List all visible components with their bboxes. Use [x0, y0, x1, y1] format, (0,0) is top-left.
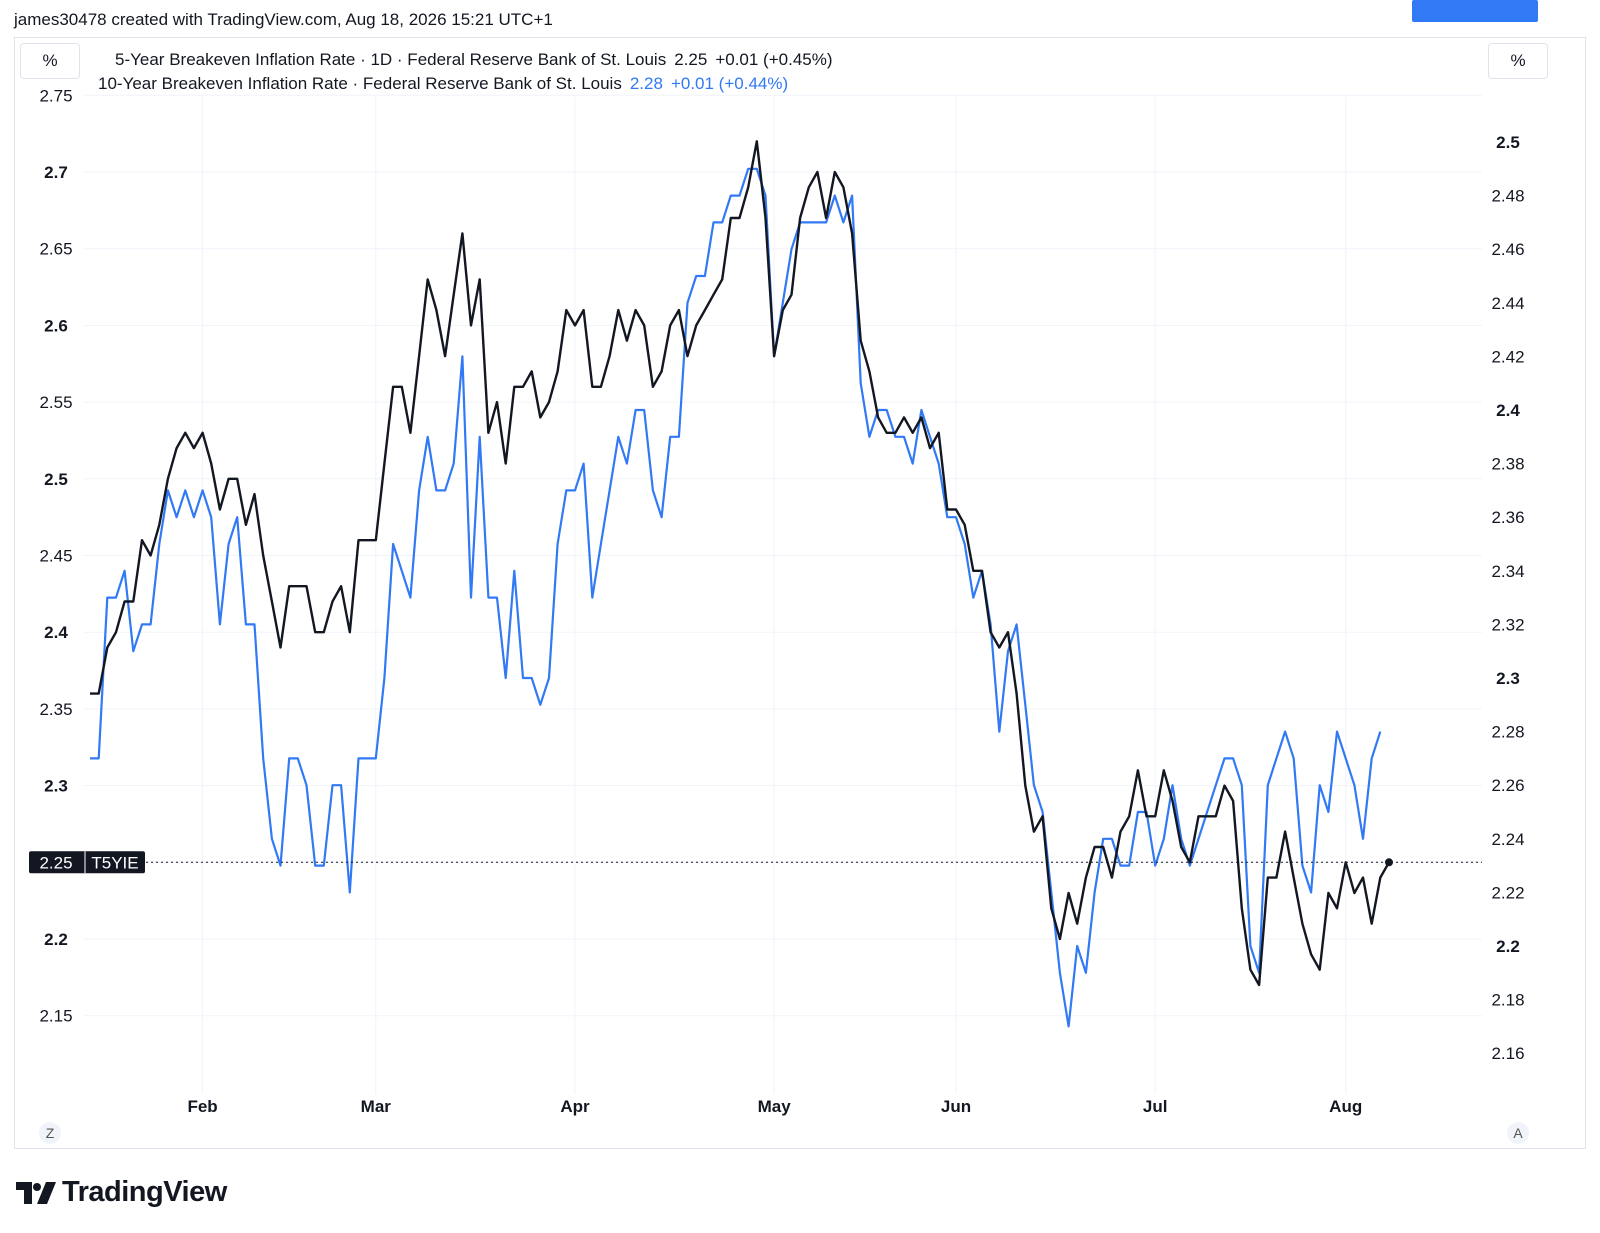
series-line-t5yie	[90, 140, 1391, 987]
right-tick-label: 2.46	[1491, 240, 1524, 259]
right-tick-label: 2.4	[1496, 401, 1520, 420]
right-tick-label: 2.36	[1491, 508, 1524, 527]
price-tag-t10yie-name: T10YIE	[1419, 0, 1476, 4]
legend-t10yie-label: 10-Year Breakeven Inflation Rate · Feder…	[98, 74, 622, 93]
price-tag-t5yie-name: T5YIE	[91, 853, 138, 872]
left-tick-label: 2.35	[39, 700, 72, 719]
x-tick-label: Apr	[560, 1097, 590, 1116]
left-tick-label: 2.45	[39, 547, 72, 566]
left-tick-label: 2.5	[44, 470, 68, 489]
left-tick-label: 2.7	[44, 163, 68, 182]
right-tick-label: 2.16	[1491, 1044, 1524, 1063]
auto-scale-button[interactable]: A	[1507, 1122, 1529, 1144]
legend-t10yie[interactable]: 10-Year Breakeven Inflation Rate · Feder…	[98, 74, 788, 94]
legend-t10yie-change: +0.01 (+0.44%)	[670, 74, 789, 93]
right-tick-label: 2.32	[1491, 615, 1524, 634]
x-tick-label: Feb	[187, 1097, 217, 1116]
left-tick-label: 2.3	[44, 777, 68, 796]
legend-t5yie-label: 5-Year Breakeven Inflation Rate · 1D · F…	[115, 50, 667, 69]
left-tick-label: 2.15	[39, 1007, 72, 1026]
legend-t10yie-value: 2.28	[629, 74, 663, 93]
legend-t5yie-value: 2.25	[674, 50, 708, 69]
left-tick-label: 2.4	[44, 623, 68, 642]
left-tick-label: 2.6	[44, 316, 68, 335]
right-tick-label: 2.3	[1496, 669, 1520, 688]
x-tick-label: Jul	[1143, 1097, 1168, 1116]
x-tick-label: Mar	[361, 1097, 392, 1116]
last-point-t5yie	[1385, 858, 1393, 867]
right-tick-label: 2.44	[1491, 294, 1524, 313]
left-tick-label: 2.75	[39, 86, 72, 105]
price-tag-t10yie	[1412, 0, 1538, 22]
timezone-button[interactable]: Z	[39, 1122, 61, 1144]
right-tick-label: 2.28	[1491, 723, 1524, 742]
left-tick-label: 2.55	[39, 393, 72, 412]
price-tag-t5yie	[29, 851, 145, 874]
right-tick-label: 2.48	[1491, 187, 1524, 206]
left-tick-label: 2.2	[44, 930, 68, 949]
right-tick-label: 2.24	[1491, 830, 1524, 849]
tradingview-logo-text: TradingView	[62, 1176, 227, 1208]
created-caption: james30478 created with TradingView.com,…	[14, 10, 553, 29]
price-tag-t5yie-value: 2.25	[39, 853, 72, 872]
left-tick-label: 2.65	[39, 240, 72, 259]
tradingview-logo[interactable]: TradingView	[16, 1176, 227, 1209]
right-tick-label: 2.5	[1496, 133, 1520, 152]
right-tick-label: 2.26	[1491, 776, 1524, 795]
right-tick-label: 2.34	[1491, 562, 1524, 581]
left-unit-button[interactable]: %	[20, 43, 80, 79]
right-tick-label: 2.38	[1491, 455, 1524, 474]
legend-t5yie-change: +0.01 (+0.45%)	[715, 50, 833, 69]
right-unit-button[interactable]: %	[1488, 43, 1548, 79]
x-tick-label: May	[758, 1097, 792, 1116]
series-line-t10yie	[90, 167, 1382, 1028]
chart-frame: % % 5-Year Breakeven Inflation Rate · 1D…	[14, 37, 1586, 1149]
x-tick-label: Jun	[941, 1097, 971, 1116]
right-tick-label: 2.22	[1491, 883, 1524, 902]
legend-t5yie[interactable]: 5-Year Breakeven Inflation Rate · 1D · F…	[115, 50, 833, 70]
right-tick-label: 2.2	[1496, 937, 1520, 956]
x-tick-label: Aug	[1329, 1097, 1362, 1116]
right-tick-label: 2.42	[1491, 347, 1524, 366]
price-tag-t10yie-value: 2.28	[1495, 0, 1528, 4]
tradingview-logo-icon	[16, 1181, 56, 1204]
right-tick-label: 2.18	[1491, 991, 1524, 1010]
